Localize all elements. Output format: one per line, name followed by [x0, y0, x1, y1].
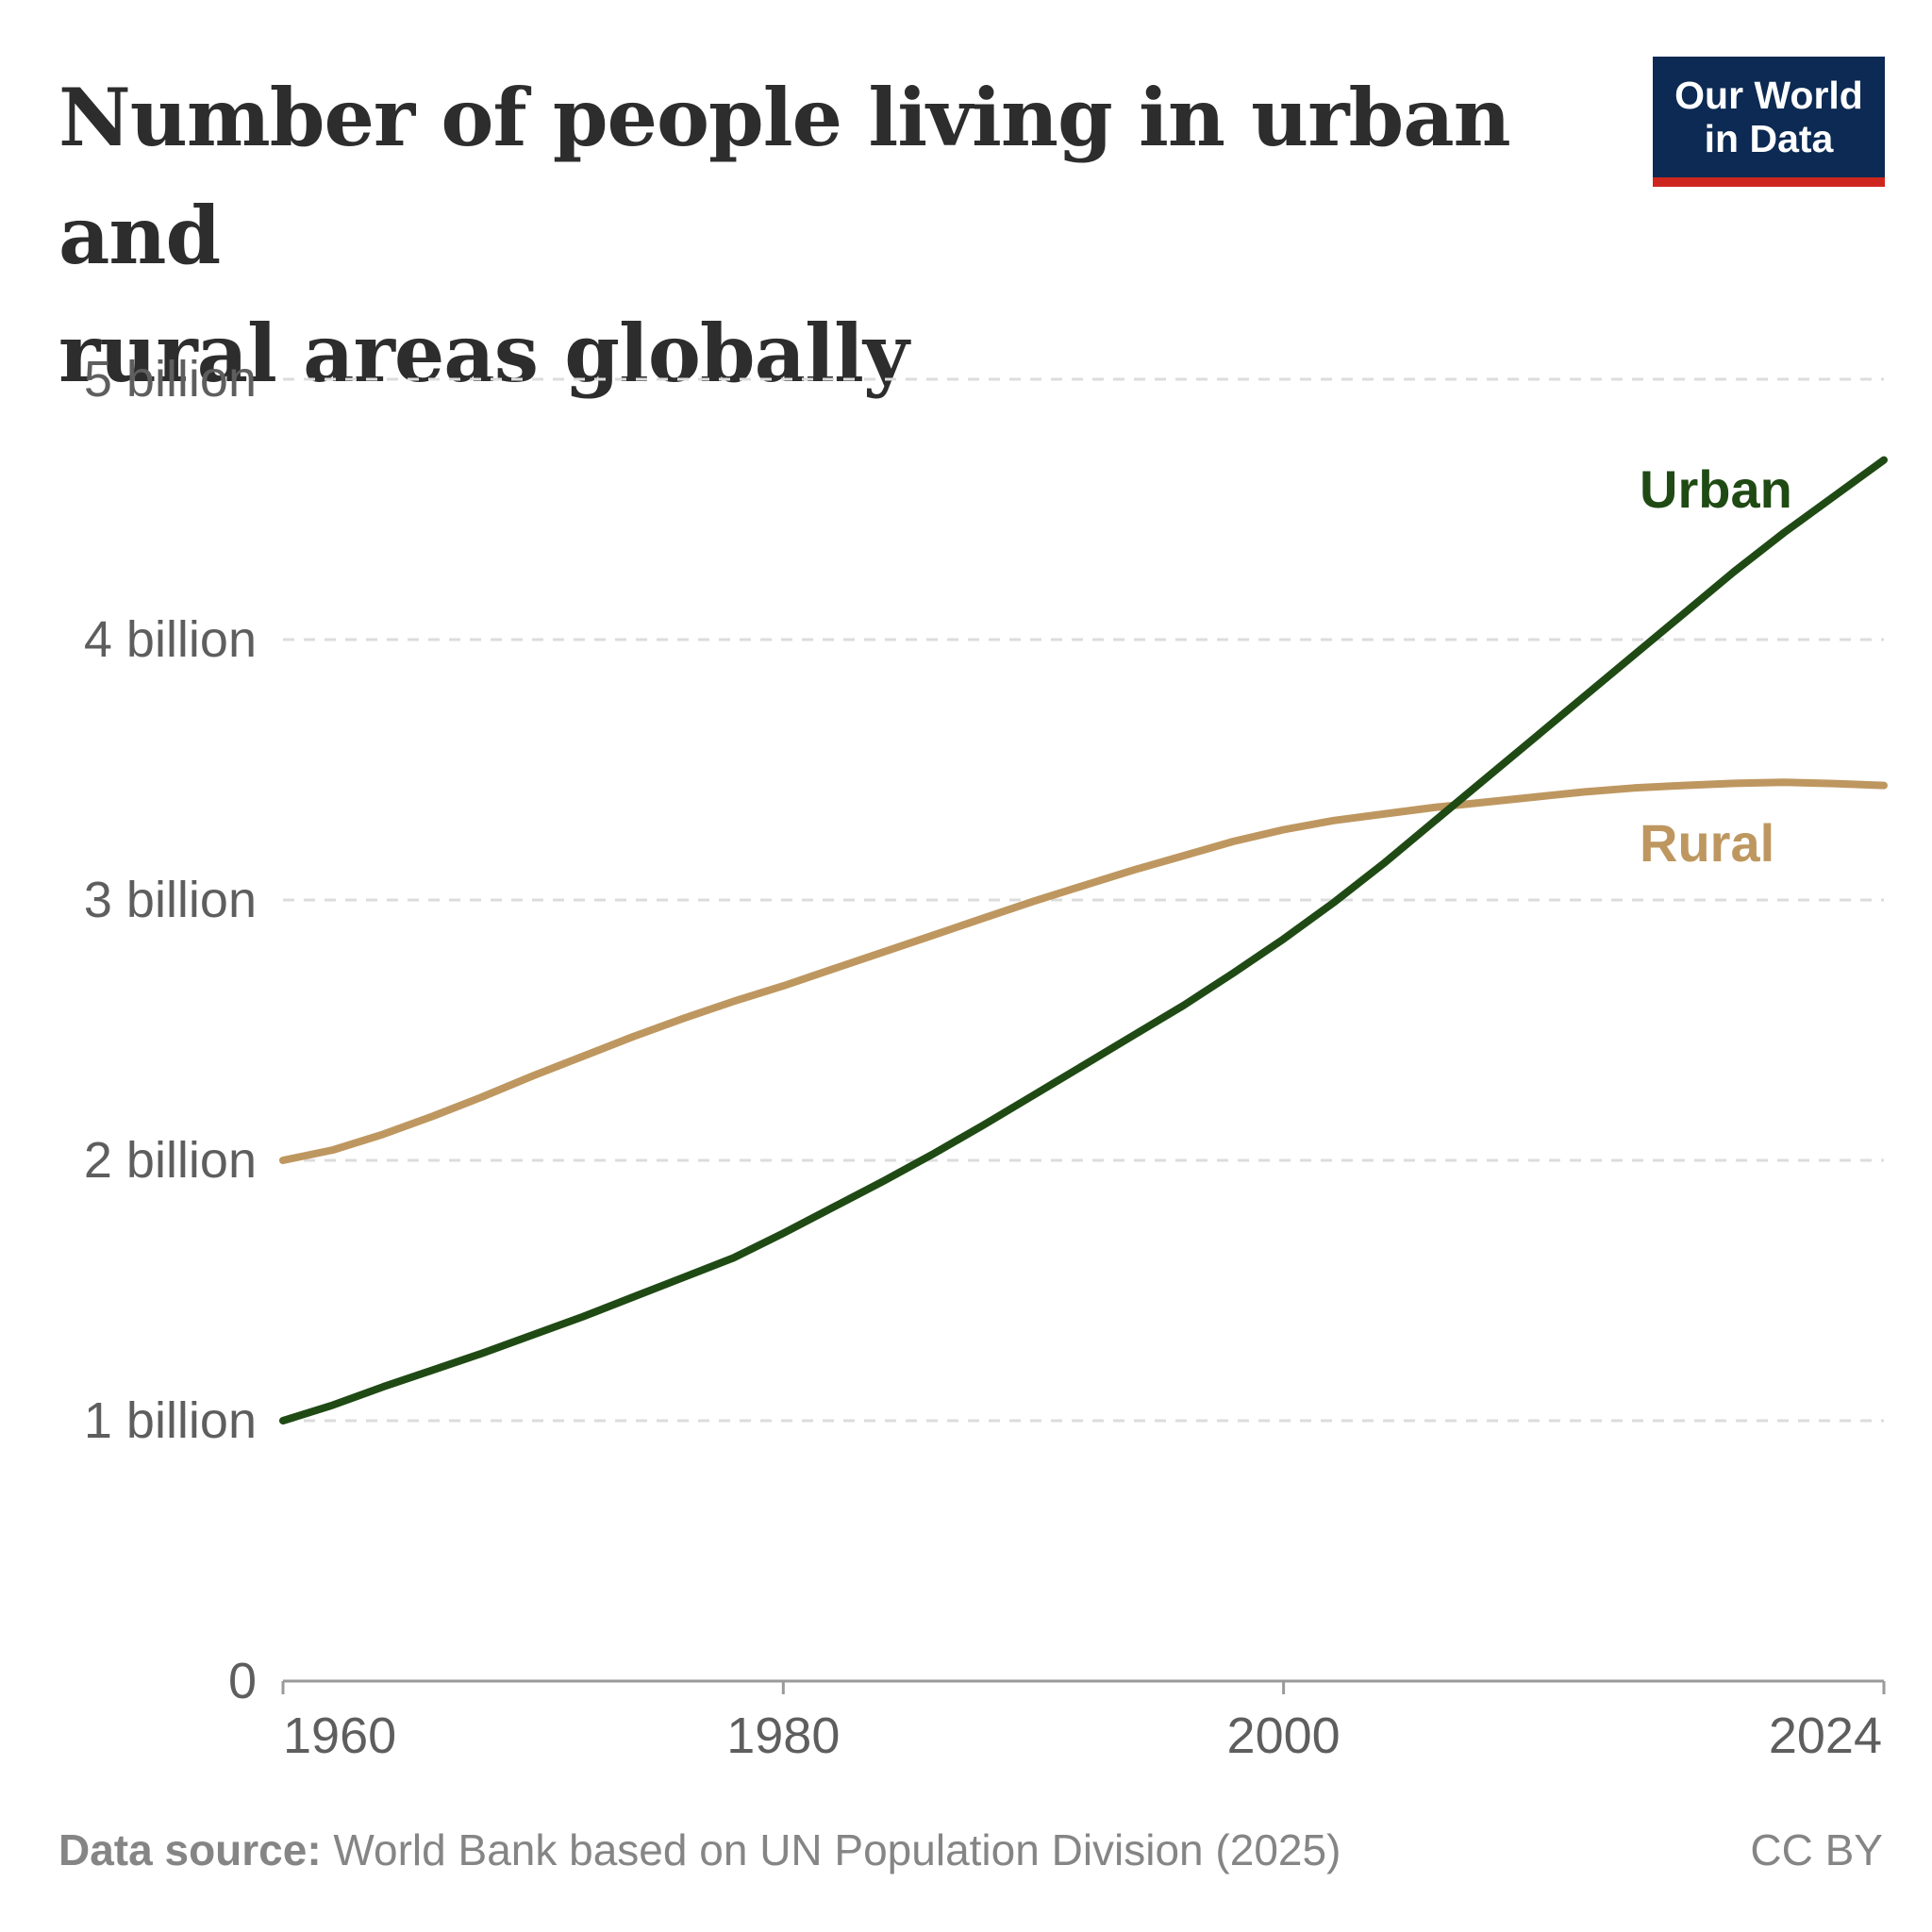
series-line-urban[interactable]	[279, 456, 1888, 1424]
grid-lines	[283, 377, 1884, 1423]
series-label-rural: Rural	[1640, 813, 1774, 873]
chart-title-line-1: Number of people living in urban and	[58, 71, 1511, 282]
logo-line-2: in Data	[1704, 117, 1834, 160]
data-source-text: World Bank based on UN Population Divisi…	[321, 1825, 1341, 1874]
y-tick-label: 2 billion	[84, 1132, 257, 1189]
y-axis: 0 1 billion 2 billion 3 billion 4 billion 5 b…	[84, 351, 257, 1709]
data-source-label: Data source:	[58, 1825, 322, 1874]
x-tick-label: 1960	[283, 1707, 396, 1764]
series-line-rural[interactable]	[279, 778, 1888, 1164]
chart-title-line-2: rural areas globally	[58, 307, 909, 400]
series-label-urban: Urban	[1640, 459, 1792, 519]
y-tick-label: 1 billion	[84, 1392, 257, 1449]
y-tick-label: 5 billion	[84, 351, 257, 408]
chart-title: Number of people living in urban and rur…	[58, 58, 1568, 412]
x-tick-label: 2000	[1227, 1707, 1341, 1764]
series-lines	[279, 456, 1888, 1424]
x-tick-label: 1980	[726, 1707, 840, 1764]
x-tick-label: 2024	[1769, 1707, 1882, 1764]
owid-logo[interactable]: Our World in Data	[1653, 57, 1885, 187]
y-tick-label: 4 billion	[84, 611, 257, 668]
y-tick-label: 3 billion	[84, 872, 257, 928]
data-source-note: Data source: World Bank based on UN Popu…	[58, 1824, 1341, 1875]
logo-line-1: Our World	[1674, 74, 1863, 117]
series-labels: Urban Rural	[1640, 459, 1792, 873]
y-tick-label: 0	[228, 1653, 257, 1709]
license-link[interactable]: CC BY	[1750, 1825, 1883, 1874]
x-axis: 1960 1980 2000 2024	[281, 1679, 1886, 1764]
